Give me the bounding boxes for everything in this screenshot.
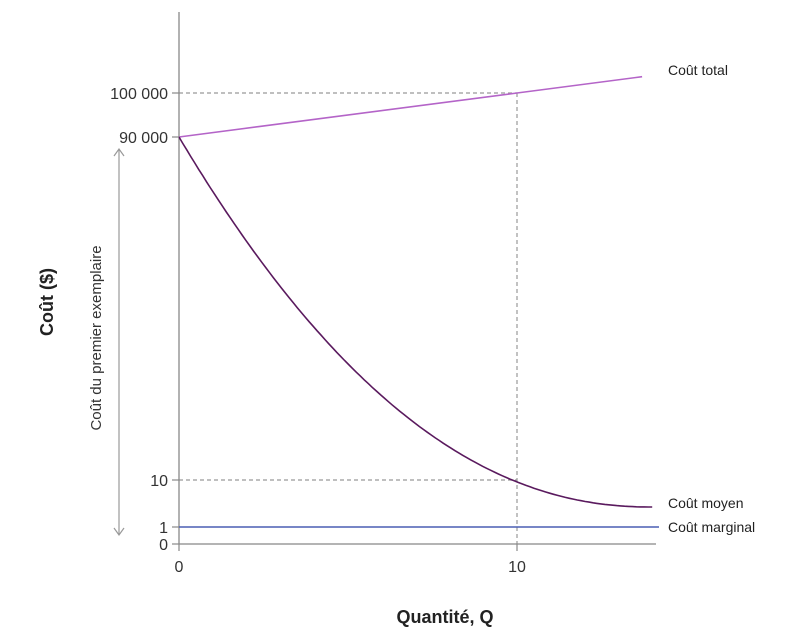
y-tick-label: 0 — [159, 537, 168, 554]
x-tick-label: 10 — [508, 559, 526, 576]
y-tick-label: 10 — [150, 473, 168, 490]
series-label-2: Coût moyen — [668, 495, 743, 511]
series-layer: Coût total Coût moyen Coût marginal — [178, 62, 755, 535]
series-line-1 — [178, 75, 643, 138]
reference-lines-layer — [179, 92, 518, 544]
series-label-1: Coût total — [668, 62, 728, 78]
series-label-3: Coût marginal — [668, 519, 755, 535]
annotation-arrowhead-up — [113, 147, 125, 157]
y-axis-title: Coût ($) — [37, 268, 57, 336]
x-axis-title: Quantité, Q — [396, 607, 493, 627]
labels-layer: Quantité, Q Coût ($) — [37, 268, 494, 627]
axes-layer — [178, 12, 656, 545]
y-tick-label: 1 — [159, 520, 168, 537]
y-tick-label: 100 000 — [110, 86, 168, 103]
annotation-layer: Coût du premier exemplaire — [88, 147, 125, 537]
series-line-2 — [178, 136, 653, 508]
annotation-arrowhead-down — [113, 527, 125, 537]
annotation-label: Coût du premier exemplaire — [88, 245, 105, 430]
x-tick-label: 0 — [175, 559, 184, 576]
y-tick-label: 90 000 — [119, 130, 168, 147]
